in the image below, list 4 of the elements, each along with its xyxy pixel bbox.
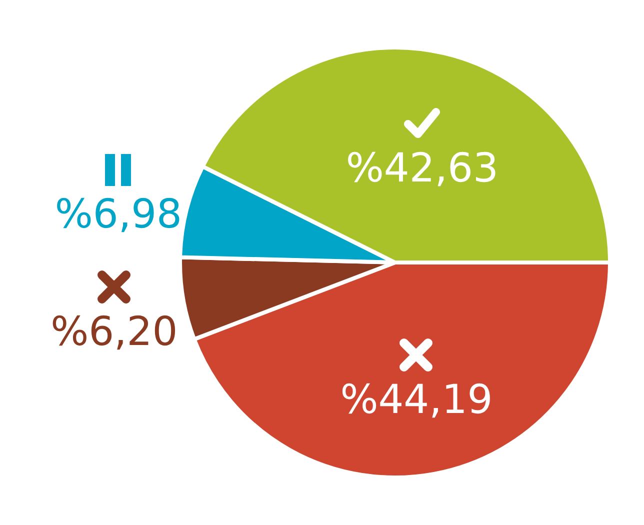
data-label: %42,63 bbox=[346, 145, 498, 192]
data-label: %6,98 bbox=[54, 192, 182, 238]
data-label: %44,19 bbox=[340, 376, 493, 423]
data-label: %6,20 bbox=[50, 308, 178, 355]
